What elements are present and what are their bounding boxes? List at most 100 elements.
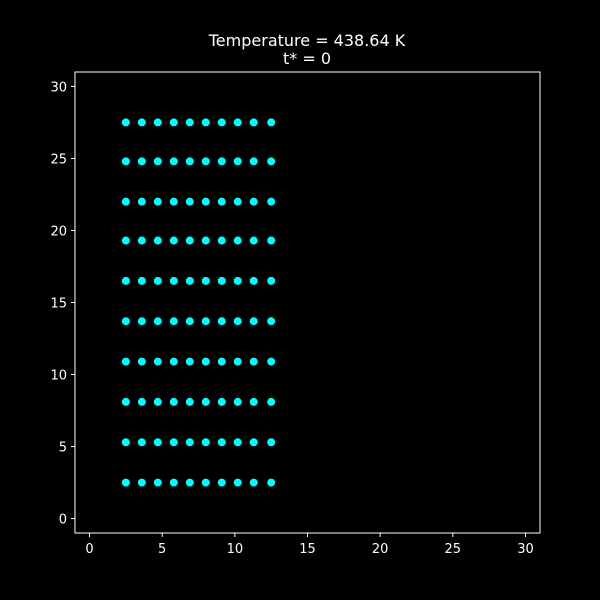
axes: 0 5 10 15 20 25 30 0 5 10 15 20 25 30 xyxy=(50,71,541,557)
particle-point xyxy=(137,438,146,447)
x-tick-label: 15 xyxy=(299,542,316,557)
x-tick-label: 5 xyxy=(158,542,166,557)
particle-point xyxy=(233,276,242,285)
particle-point xyxy=(185,478,194,487)
particle-point xyxy=(121,317,130,326)
x-axis-ticks: 0 5 10 15 20 25 30 xyxy=(85,533,534,557)
particle-point xyxy=(185,357,194,366)
particle-point xyxy=(185,317,194,326)
particle-point xyxy=(169,197,178,206)
particle-point xyxy=(249,157,258,166)
particle-point xyxy=(201,478,210,487)
particle-point xyxy=(121,478,130,487)
y-tick-label: 5 xyxy=(59,441,67,456)
particle-point xyxy=(249,197,258,206)
y-tick-label: 25 xyxy=(50,152,67,167)
particle-point xyxy=(121,397,130,406)
particle-point xyxy=(121,438,130,447)
particle-point xyxy=(153,276,162,285)
particle-point xyxy=(185,438,194,447)
particle-point xyxy=(267,317,276,326)
particle-point xyxy=(233,118,242,127)
x-tick-label: 0 xyxy=(85,542,93,557)
particle-point xyxy=(217,357,226,366)
particle-point xyxy=(267,276,276,285)
particle-point xyxy=(121,118,130,127)
particle-point xyxy=(137,197,146,206)
particle-point xyxy=(137,357,146,366)
particle-point xyxy=(249,236,258,245)
y-axis-ticks: 0 5 10 15 20 25 30 xyxy=(50,80,75,528)
particle-point xyxy=(249,276,258,285)
particle-point xyxy=(153,438,162,447)
y-tick-label: 20 xyxy=(50,224,67,239)
particle-point xyxy=(267,197,276,206)
particle-point xyxy=(201,157,210,166)
particle-point xyxy=(233,197,242,206)
chart-title: Temperature = 438.64 K xyxy=(208,31,406,50)
particle-point xyxy=(267,397,276,406)
particle-point xyxy=(249,118,258,127)
particle-point xyxy=(201,317,210,326)
y-tick-label: 0 xyxy=(59,513,67,528)
particle-point xyxy=(201,197,210,206)
particle-point xyxy=(169,397,178,406)
particle-point xyxy=(217,197,226,206)
x-tick-label: 30 xyxy=(517,542,534,557)
particle-point xyxy=(121,357,130,366)
x-tick-label: 20 xyxy=(372,542,389,557)
particle-point xyxy=(267,478,276,487)
particle-point xyxy=(121,197,130,206)
particle-point xyxy=(137,157,146,166)
particle-point xyxy=(267,236,276,245)
particle-point xyxy=(185,397,194,406)
particle-point xyxy=(201,438,210,447)
particle-point xyxy=(267,118,276,127)
particle-point xyxy=(169,236,178,245)
particle-point xyxy=(233,157,242,166)
x-tick-label: 10 xyxy=(227,542,244,557)
particle-point xyxy=(185,276,194,285)
particle-point xyxy=(153,317,162,326)
particle-point xyxy=(233,438,242,447)
particle-points xyxy=(121,118,276,487)
y-tick-label: 15 xyxy=(50,297,67,312)
particle-point xyxy=(169,276,178,285)
particle-point xyxy=(137,478,146,487)
particle-point xyxy=(169,157,178,166)
particle-point xyxy=(217,236,226,245)
particle-point xyxy=(153,197,162,206)
particle-point xyxy=(137,236,146,245)
particle-point xyxy=(201,357,210,366)
particle-point xyxy=(233,317,242,326)
plot-frame xyxy=(74,71,541,534)
particle-point xyxy=(233,357,242,366)
particle-point xyxy=(201,276,210,285)
particle-point xyxy=(249,397,258,406)
particle-point xyxy=(169,118,178,127)
particle-point xyxy=(137,118,146,127)
particle-point xyxy=(137,317,146,326)
particle-point xyxy=(153,478,162,487)
y-tick-label: 10 xyxy=(50,369,67,384)
particle-point xyxy=(169,438,178,447)
particle-point xyxy=(267,438,276,447)
particle-point xyxy=(153,157,162,166)
particle-point xyxy=(267,157,276,166)
particle-point xyxy=(233,478,242,487)
particle-point xyxy=(217,157,226,166)
particle-point xyxy=(185,197,194,206)
chart-subtitle: t* = 0 xyxy=(283,49,331,68)
particle-point xyxy=(185,118,194,127)
particle-point xyxy=(185,236,194,245)
particle-point xyxy=(233,236,242,245)
particle-point xyxy=(217,118,226,127)
particle-point xyxy=(153,118,162,127)
particle-point xyxy=(201,118,210,127)
particle-point xyxy=(153,397,162,406)
particle-point xyxy=(153,357,162,366)
particle-point xyxy=(233,397,242,406)
particle-point xyxy=(201,397,210,406)
particle-point xyxy=(121,236,130,245)
